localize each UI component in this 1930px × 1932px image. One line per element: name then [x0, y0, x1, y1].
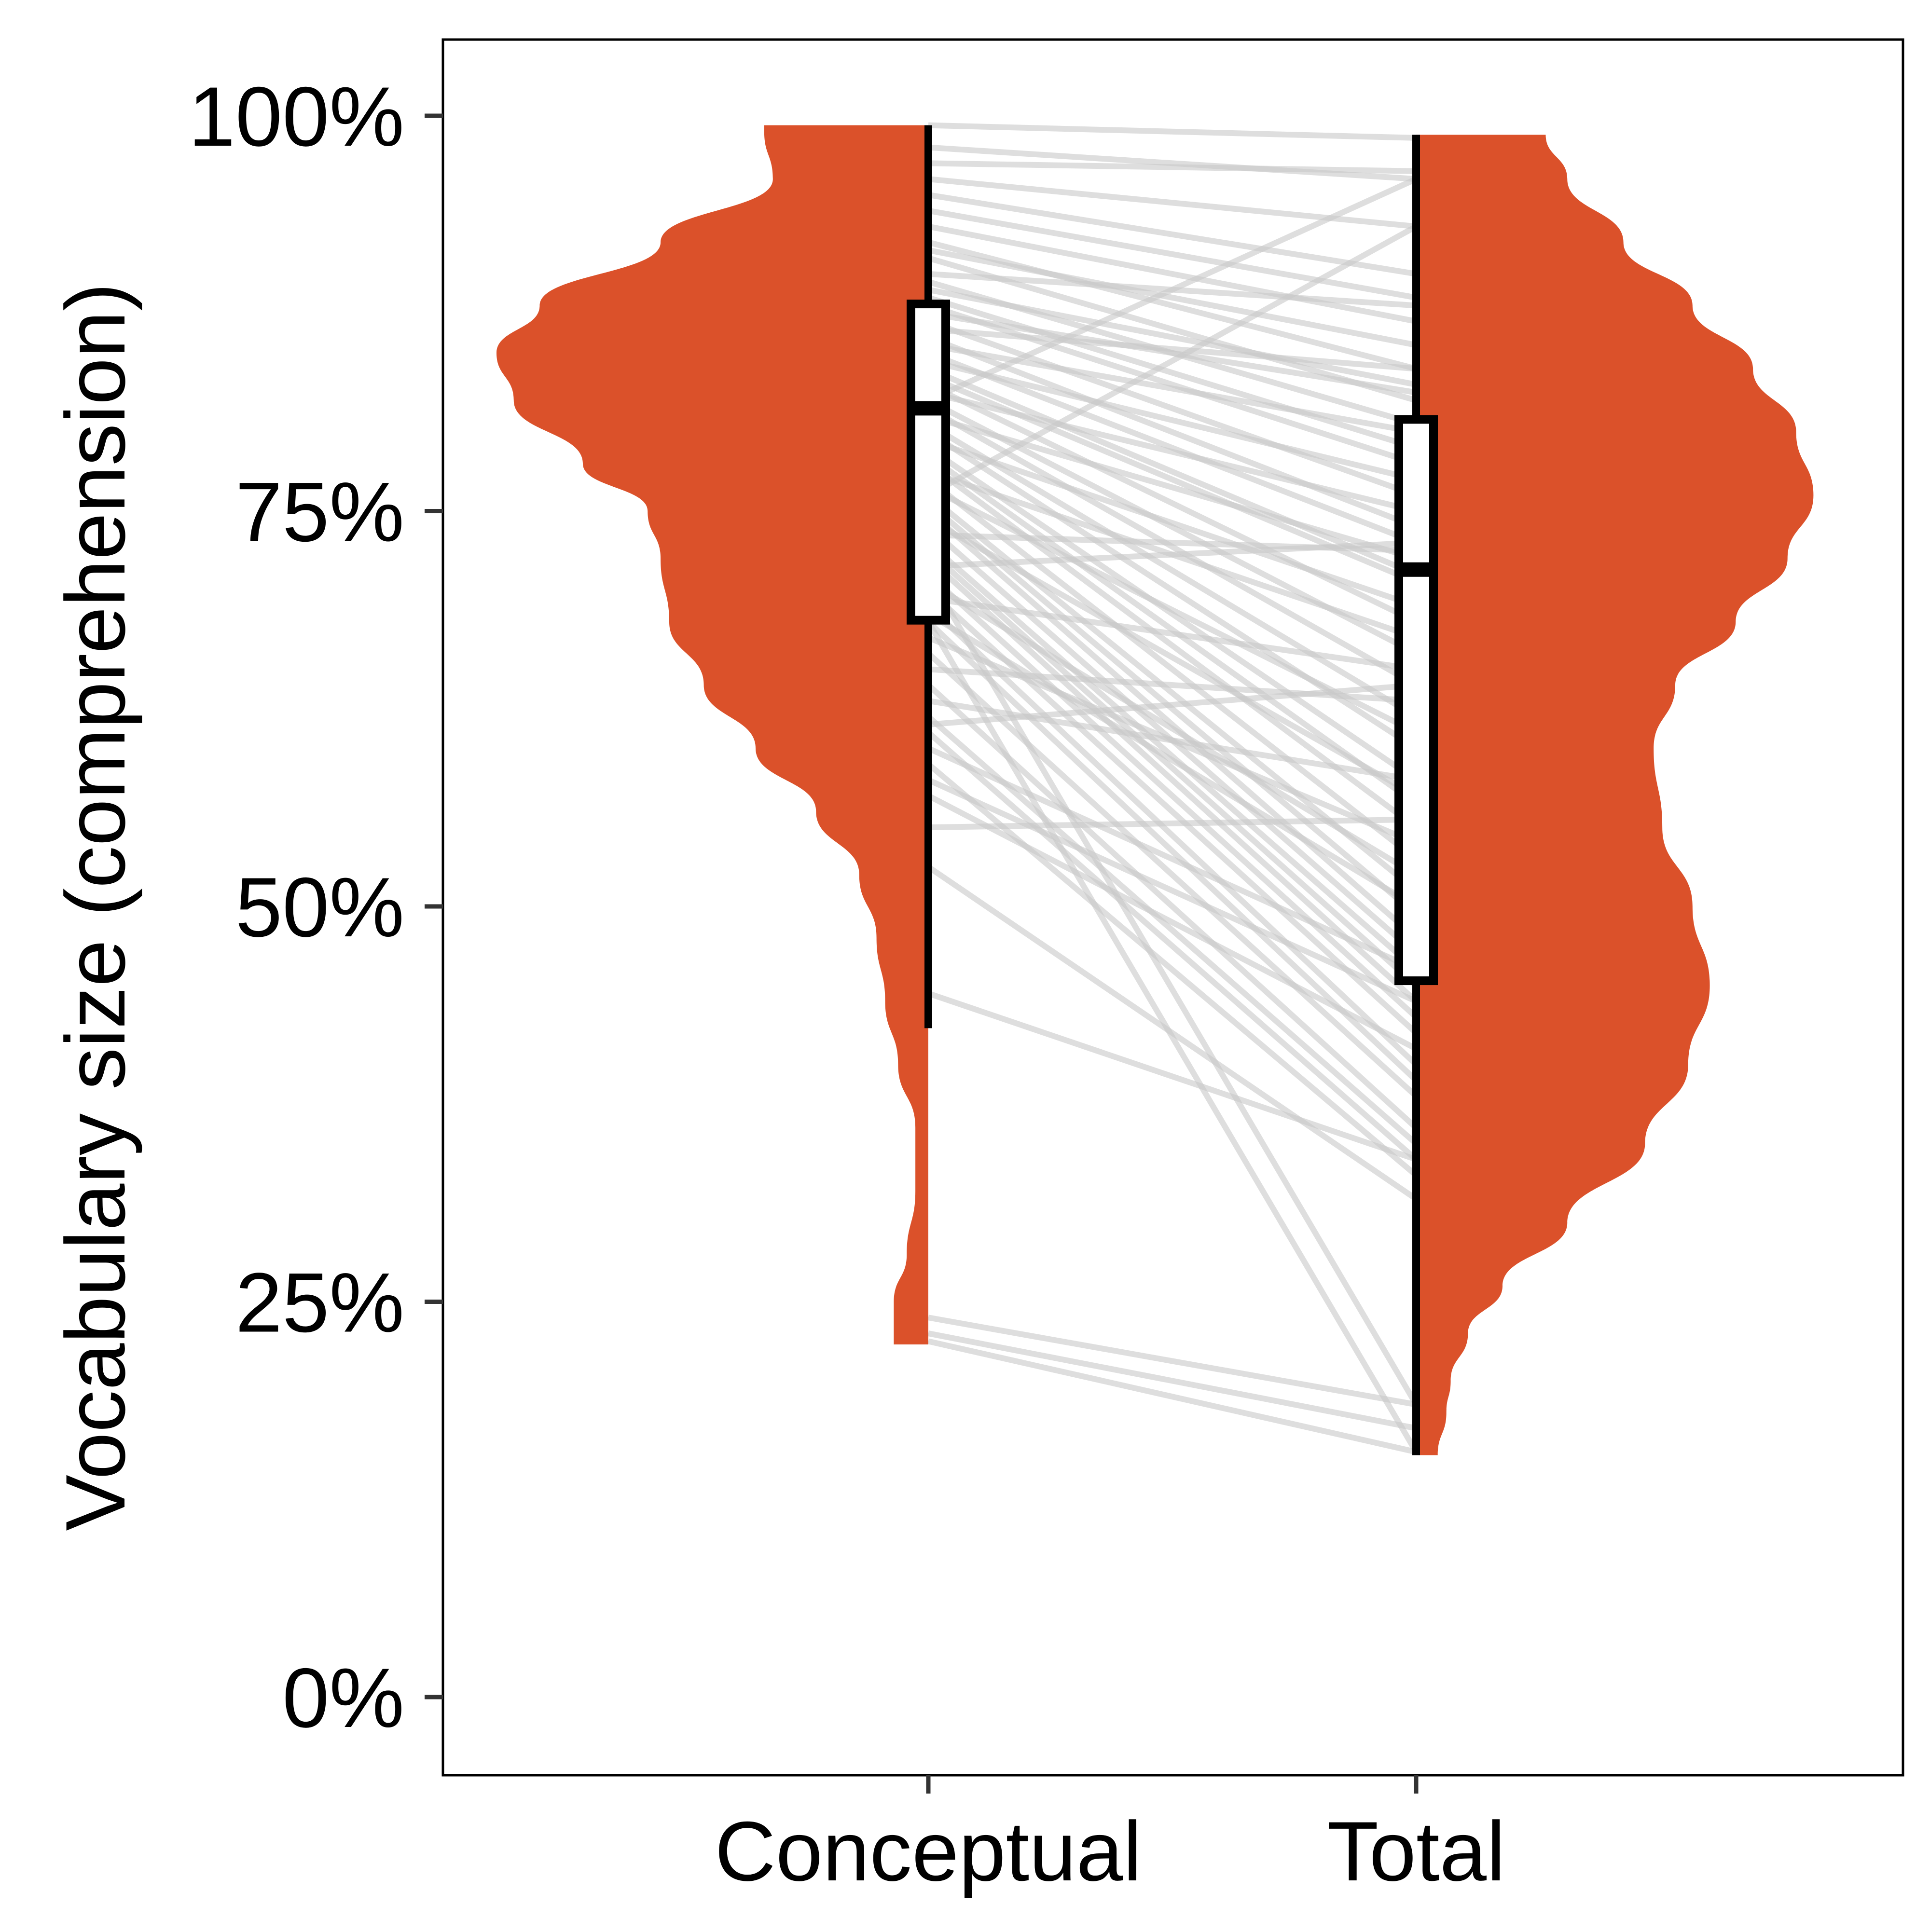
x-tick-label-total: Total — [1327, 1805, 1505, 1899]
paired-line-17 — [928, 326, 1417, 372]
paired-line-47 — [928, 540, 1417, 570]
paired-line-13 — [927, 295, 1417, 451]
paired-line-14 — [927, 302, 1417, 466]
paired-line-65 — [927, 777, 1418, 1004]
paired-line-39 — [926, 501, 1418, 917]
paired-line-66 — [927, 793, 1418, 1052]
paired-line-69 — [927, 990, 1417, 1163]
paired-line-72 — [925, 573, 1419, 1406]
paired-line-49 — [926, 579, 1418, 877]
paired-line-19 — [927, 342, 1417, 435]
paired-line-33 — [926, 453, 1418, 806]
y-tick-label-50: 50% — [235, 861, 404, 955]
box-total — [1394, 415, 1438, 986]
paired-line-64 — [926, 762, 1418, 1178]
paired-line-20 — [927, 350, 1418, 546]
paired-line-25 — [927, 389, 1417, 514]
paired-line-73 — [925, 620, 1419, 1453]
paired-line-4 — [928, 192, 1417, 277]
y-axis: 0% 25% 50% 75% 100% — [188, 70, 443, 1745]
paired-lines-group — [925, 122, 1419, 1455]
paired-line-56 — [926, 651, 1419, 1098]
violin-conceptual — [496, 125, 928, 1345]
paired-line-45 — [926, 548, 1418, 988]
paired-line-31 — [927, 437, 1417, 609]
violin-total — [1416, 135, 1814, 1455]
paired-line-57 — [928, 666, 1417, 704]
paired-line-15 — [928, 310, 1417, 396]
paired-line-18 — [927, 334, 1418, 530]
paired-line-24 — [927, 382, 1418, 625]
paired-line-1 — [928, 144, 1417, 182]
paired-line-67 — [928, 816, 1417, 831]
paired-line-52 — [926, 603, 1419, 1067]
paired-line-32 — [926, 445, 1418, 782]
paired-line-36 — [926, 477, 1418, 862]
paired-line-53 — [926, 611, 1418, 909]
paired-line-28 — [927, 413, 1417, 562]
y-tick-label-0: 0% — [282, 1651, 404, 1745]
y-tick-label-25: 25% — [235, 1256, 404, 1350]
paired-line-71 — [927, 224, 1418, 498]
paired-line-75 — [927, 1330, 1417, 1431]
paired-line-8 — [927, 247, 1417, 348]
x-axis: Conceptual Total — [715, 1775, 1505, 1899]
paired-line-16 — [927, 318, 1418, 498]
paired-line-12 — [927, 287, 1417, 388]
violins-group — [496, 125, 1814, 1455]
paired-line-51 — [928, 595, 1417, 672]
paired-line-63 — [927, 745, 1418, 973]
paired-line-2 — [928, 160, 1417, 174]
y-axis-title: Vocabulary size (comprehension) — [49, 283, 143, 1531]
paired-line-74 — [927, 1315, 1417, 1408]
paired-line-48 — [926, 572, 1419, 1019]
paired-line-40 — [926, 508, 1418, 941]
paired-line-76 — [927, 1338, 1417, 1455]
paired-line-5 — [927, 207, 1417, 301]
paired-line-0 — [928, 122, 1417, 141]
boxplots-group — [907, 125, 1438, 1455]
y-tick-label-100: 100% — [188, 70, 404, 164]
paired-line-27 — [927, 406, 1418, 688]
paired-line-22 — [927, 366, 1418, 577]
paired-line-6 — [927, 223, 1417, 325]
paired-line-70 — [927, 176, 1418, 403]
paired-line-44 — [926, 540, 1418, 972]
y-tick-label-75: 75% — [235, 466, 404, 560]
box-conceptual — [907, 300, 950, 625]
paired-line-62 — [926, 730, 1418, 1162]
x-tick-label-conceptual: Conceptual — [715, 1805, 1142, 1899]
paired-line-21 — [927, 358, 1417, 482]
paired-line-29 — [926, 422, 1418, 719]
